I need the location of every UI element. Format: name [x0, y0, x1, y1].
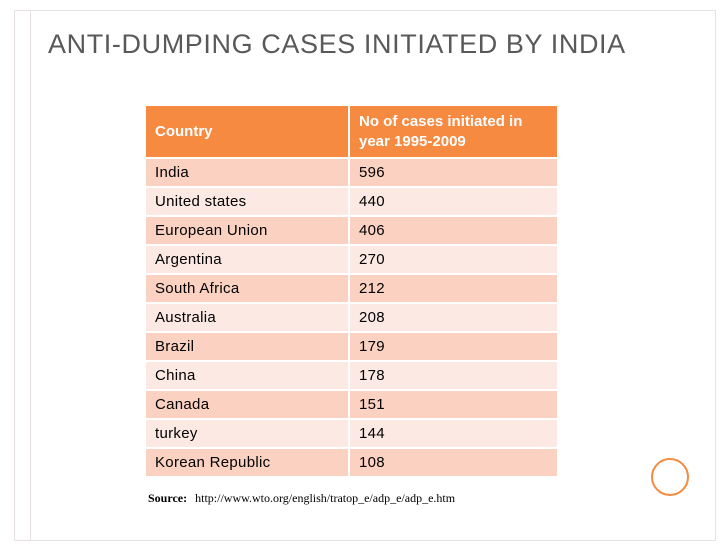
table-header-row: Country No of cases initiated in year 19…: [146, 106, 557, 159]
table-row: European Union 406: [146, 216, 557, 246]
column-header-cases: No of cases initiated in year 1995-2009: [348, 106, 557, 159]
decorative-circle: [651, 458, 689, 496]
source-note: Source: http://www.wto.org/english/trato…: [148, 491, 455, 506]
table-row: South Africa 212: [146, 274, 557, 304]
cases-cell: 406: [348, 216, 557, 246]
source-url: http://www.wto.org/english/tratop_e/adp_…: [195, 491, 456, 505]
country-cell: Argentina: [146, 245, 349, 275]
country-cell: India: [146, 158, 349, 188]
table-row: India 596: [146, 158, 557, 188]
source-label: Source:: [148, 491, 188, 505]
cases-cell: 596: [348, 158, 557, 188]
cases-cell: 440: [348, 187, 557, 217]
country-cell: United states: [146, 187, 349, 217]
slide-left-rule: [30, 10, 31, 541]
country-cell: Canada: [146, 390, 349, 420]
cases-cell: 270: [348, 245, 557, 275]
country-cell: turkey: [146, 419, 349, 449]
table-row: Canada 151: [146, 390, 557, 420]
country-cell: South Africa: [146, 274, 349, 304]
cases-cell: 144: [348, 419, 557, 449]
slide-frame: [14, 10, 716, 541]
table-row: United states 440: [146, 187, 557, 217]
country-cell: Brazil: [146, 332, 349, 362]
cases-cell: 108: [348, 448, 557, 478]
table-row: Brazil 179: [146, 332, 557, 362]
table-row: turkey 144: [146, 419, 557, 449]
cases-table: Country No of cases initiated in year 19…: [146, 106, 557, 478]
cases-cell: 178: [348, 361, 557, 391]
cases-cell: 179: [348, 332, 557, 362]
table-row: China 178: [146, 361, 557, 391]
slide-title: ANTI-DUMPING CASES INITIATED BY INDIA: [48, 29, 626, 59]
table-row: Korean Republic 108: [146, 448, 557, 478]
country-cell: European Union: [146, 216, 349, 246]
cases-cell: 151: [348, 390, 557, 420]
country-cell: Australia: [146, 303, 349, 333]
column-header-country: Country: [146, 106, 349, 159]
country-cell: Korean Republic: [146, 448, 349, 478]
cases-cell: 208: [348, 303, 557, 333]
table-row: Australia 208: [146, 303, 557, 333]
country-cell: China: [146, 361, 349, 391]
table-row: Argentina 270: [146, 245, 557, 275]
cases-cell: 212: [348, 274, 557, 304]
